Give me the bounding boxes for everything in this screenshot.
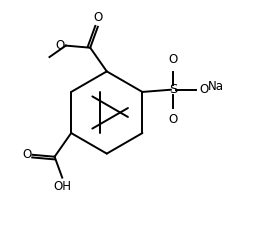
Text: OH: OH — [53, 180, 71, 193]
Text: O: O — [93, 11, 102, 24]
Text: S: S — [169, 83, 178, 96]
Text: Na: Na — [207, 80, 223, 93]
Text: O: O — [22, 148, 31, 161]
Text: O: O — [200, 83, 209, 96]
Text: O: O — [169, 113, 178, 126]
Text: O: O — [169, 53, 178, 66]
Text: O: O — [55, 39, 65, 52]
